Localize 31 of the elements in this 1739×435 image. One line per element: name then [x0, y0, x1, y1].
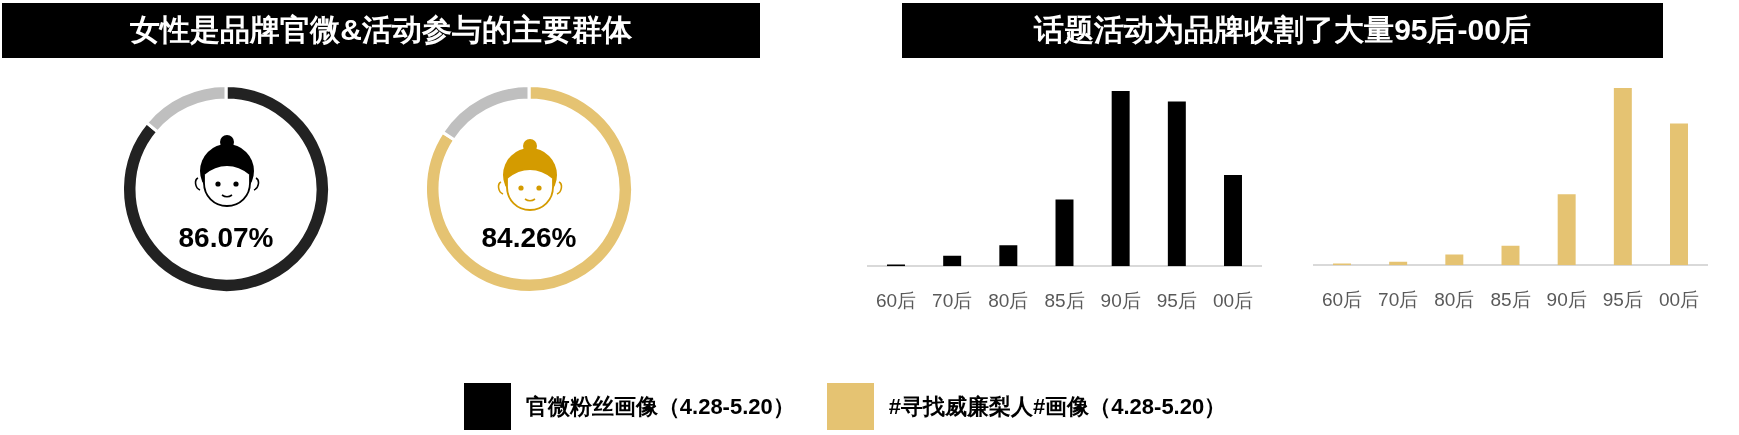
bar: [1670, 123, 1688, 266]
x-tick-label: 80后: [1434, 288, 1475, 310]
bar: [1613, 88, 1632, 266]
x-tick-label: 70后: [932, 289, 973, 311]
bar: [1557, 194, 1576, 266]
bar: [1055, 199, 1074, 267]
x-tick-label: 95后: [1156, 289, 1197, 311]
x-tick-label: 90后: [1100, 289, 1141, 311]
bar: [1111, 91, 1130, 267]
x-tick-label: 85后: [1490, 288, 1531, 310]
x-tick-label: 80后: [988, 289, 1029, 311]
legend-label: 官微粉丝画像（4.28-5.20）: [525, 392, 795, 421]
bar: [1445, 254, 1464, 266]
x-tick-label: 70后: [1378, 288, 1419, 310]
x-tick-label: 90后: [1546, 288, 1587, 310]
x-tick-label: 60后: [875, 289, 917, 311]
x-tick-label: 00后: [1212, 289, 1254, 311]
chart-title: 女性是品牌官微&活动参与的主要群体: [2, 3, 760, 58]
legend-label: #寻找威廉梨人#画像（4.28-5.20）: [888, 392, 1227, 421]
x-tick-label: 60后: [1321, 288, 1363, 310]
bar: [1224, 175, 1242, 267]
bar: [1167, 101, 1186, 267]
data-label: 86.07%: [178, 221, 274, 253]
chart-title: 话题活动为品牌收割了大量95后-00后: [902, 3, 1663, 58]
x-tick-label: 85后: [1044, 289, 1085, 311]
x-tick-label: 00后: [1658, 288, 1700, 310]
data-label: 84.26%: [481, 221, 577, 253]
bar: [943, 255, 962, 267]
x-tick-label: 95后: [1602, 288, 1643, 310]
bar: [999, 245, 1018, 267]
bar: [1501, 245, 1520, 266]
